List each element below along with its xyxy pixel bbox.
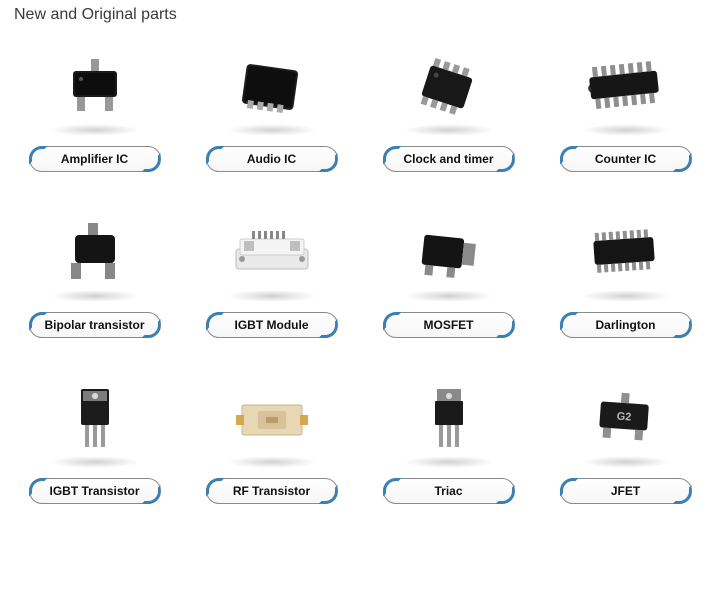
igbt-module-icon [197, 198, 347, 308]
parts-grid: Amplifier IC Audio IC Clock and timer Count… [0, 32, 720, 504]
category-pill[interactable]: MOSFET [383, 312, 515, 338]
sot23b-icon [20, 198, 170, 308]
page-title: New and Original parts [14, 6, 720, 24]
category-pill[interactable]: Triac [383, 478, 515, 504]
shadow [227, 290, 317, 302]
shadow [581, 124, 671, 136]
part-cell: Audio IC [183, 32, 360, 172]
part-cell: JFET [537, 364, 714, 504]
category-label: IGBT Module [235, 318, 309, 332]
category-pill[interactable]: Amplifier IC [29, 146, 161, 172]
category-pill[interactable]: Audio IC [206, 146, 338, 172]
part-cell: Clock and timer [360, 32, 537, 172]
shadow [50, 124, 140, 136]
shadow [50, 456, 140, 468]
shadow [50, 290, 140, 302]
soic8-tilt-icon [374, 32, 524, 142]
soic16-icon [551, 198, 701, 308]
part-cell: Triac [360, 364, 537, 504]
part-cell: Darlington [537, 198, 714, 338]
part-cell: RF Transistor [183, 364, 360, 504]
part-cell: Bipolar transistor [6, 198, 183, 338]
category-pill[interactable]: IGBT Transistor [29, 478, 161, 504]
to220-icon [374, 364, 524, 474]
shadow [404, 456, 494, 468]
sot23-icon [20, 32, 170, 142]
shadow [227, 124, 317, 136]
part-cell: Counter IC [537, 32, 714, 172]
category-pill[interactable]: Clock and timer [383, 146, 515, 172]
category-pill[interactable]: IGBT Module [206, 312, 338, 338]
part-cell: IGBT Module [183, 198, 360, 338]
shadow [581, 290, 671, 302]
rf-flange-icon [197, 364, 347, 474]
category-label: Amplifier IC [61, 152, 128, 166]
qfn-icon [197, 32, 347, 142]
shadow [227, 456, 317, 468]
sot23-marked-icon [551, 364, 701, 474]
part-cell: MOSFET [360, 198, 537, 338]
category-pill[interactable]: Darlington [560, 312, 692, 338]
part-cell: IGBT Transistor [6, 364, 183, 504]
category-label: IGBT Transistor [49, 484, 139, 498]
category-label: Bipolar transistor [44, 318, 144, 332]
category-pill[interactable]: RF Transistor [206, 478, 338, 504]
category-pill[interactable]: JFET [560, 478, 692, 504]
to247-icon [20, 364, 170, 474]
category-label: Clock and timer [403, 152, 493, 166]
part-cell: Amplifier IC [6, 32, 183, 172]
category-pill[interactable]: Counter IC [560, 146, 692, 172]
category-pill[interactable]: Bipolar transistor [29, 312, 161, 338]
category-label: Counter IC [595, 152, 656, 166]
shadow [404, 124, 494, 136]
dpak-icon [374, 198, 524, 308]
category-label: RF Transistor [233, 484, 310, 498]
category-label: Audio IC [247, 152, 296, 166]
shadow [581, 456, 671, 468]
shadow [404, 290, 494, 302]
dip14-icon [551, 32, 701, 142]
category-label: JFET [611, 484, 640, 498]
category-label: Triac [434, 484, 462, 498]
category-label: MOSFET [424, 318, 474, 332]
category-label: Darlington [596, 318, 656, 332]
